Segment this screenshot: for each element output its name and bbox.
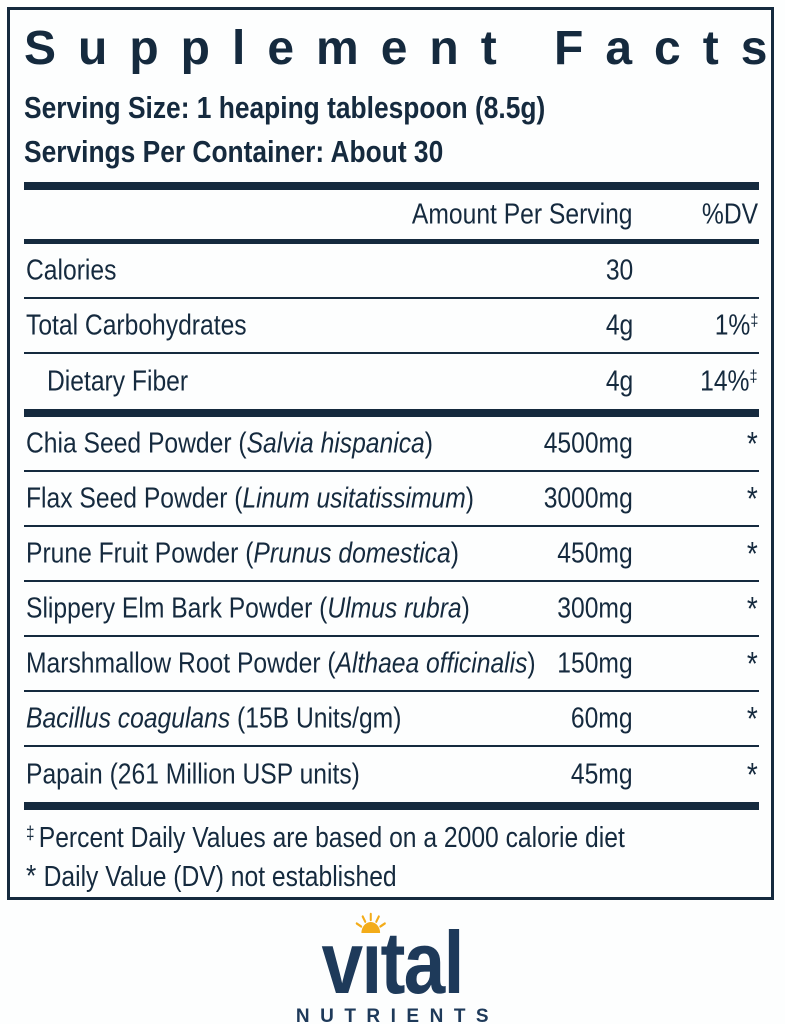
column-header-dv: %DV xyxy=(701,198,758,230)
table-row: Dietary Fiber 4g 14%‡ xyxy=(24,354,759,409)
row-dv: * xyxy=(747,424,758,462)
table-row: Total Carbohydrates 4g 1%‡ xyxy=(24,299,759,354)
supplement-facts-panel: Supplement Facts Serving Size: 1 heaping… xyxy=(7,7,774,900)
column-header-row: Amount Per Serving %DV xyxy=(24,190,759,239)
row-dv: 14%‡ xyxy=(700,365,758,397)
row-name: Chia Seed Powder (Salvia hispanica) xyxy=(26,427,433,459)
nutrition-section: Calories 30 Total Carbohydrates 4g 1%‡ Dietar… xyxy=(24,244,759,409)
row-name: Papain (261 Million USP units) xyxy=(26,758,360,790)
divider-bar xyxy=(24,802,759,810)
row-dv: * xyxy=(747,699,758,737)
row-amount: 30 xyxy=(605,254,633,286)
table-row: Marshmallow Root Powder (Althaea officin… xyxy=(24,637,759,692)
serving-size-line: Serving Size: 1 heaping tablespoon (8.5g… xyxy=(24,90,546,125)
row-dv: * xyxy=(747,534,758,572)
servings-per-container-line: Servings Per Container: About 30 xyxy=(24,134,444,169)
row-amount: 3000mg xyxy=(543,482,633,514)
table-row: Flax Seed Powder (Linum usitatissimum) 30… xyxy=(24,472,759,527)
row-amount: 45mg xyxy=(571,758,633,790)
row-amount: 4g xyxy=(605,365,633,397)
vital-nutrients-logo: vı tal NUTRIENTS xyxy=(0,912,785,1024)
logo-wordmark: vı tal xyxy=(322,912,465,1007)
row-name: Dietary Fiber xyxy=(47,365,189,397)
row-dv: 1%‡ xyxy=(714,309,758,341)
table-row: Chia Seed Powder (Salvia hispanica) 4500m… xyxy=(24,417,759,472)
ingredients-section: Chia Seed Powder (Salvia hispanica) 4500m… xyxy=(24,417,759,802)
row-amount: 300mg xyxy=(557,592,633,624)
row-name: Prune Fruit Powder (Prunus domestica) xyxy=(26,537,459,569)
table-row: Bacillus coagulans (15B Units/gm) 60mg * xyxy=(24,692,759,747)
row-dv: * xyxy=(747,589,758,627)
table-row: Slippery Elm Bark Powder (Ulmus rubra) 30… xyxy=(24,582,759,637)
footnote-item: ‡ Percent Daily Values are based on a 20… xyxy=(26,822,625,854)
logo-subtext: NUTRIENTS xyxy=(295,1006,500,1024)
row-dv: * xyxy=(747,479,758,517)
row-name: Flax Seed Powder (Linum usitatissimum) xyxy=(26,482,474,514)
divider-bar xyxy=(24,409,759,417)
row-amount: 150mg xyxy=(557,647,633,679)
column-header-amount: Amount Per Serving xyxy=(412,198,633,230)
footnote-item: * Daily Value (DV) not established xyxy=(26,858,397,893)
header-underline xyxy=(24,239,759,244)
footnotes: ‡ Percent Daily Values are based on a 20… xyxy=(24,810,759,896)
row-dv: * xyxy=(747,644,758,682)
table-row: Papain (261 Million USP units) 45mg * xyxy=(24,747,759,802)
row-name: Bacillus coagulans (15B Units/gm) xyxy=(26,702,402,734)
row-dv: * xyxy=(747,755,758,793)
row-amount: 450mg xyxy=(557,537,633,569)
row-amount: 60mg xyxy=(571,702,633,734)
divider-bar xyxy=(24,182,759,190)
row-amount: 4500mg xyxy=(543,427,633,459)
row-amount: 4g xyxy=(605,309,633,341)
panel-title: Supplement Facts xyxy=(24,22,785,75)
table-row: Calories 30 xyxy=(24,244,759,299)
row-name: Calories xyxy=(26,254,117,286)
row-name: Slippery Elm Bark Powder (Ulmus rubra) xyxy=(26,592,470,624)
sun-icon xyxy=(356,912,387,933)
row-name: Marshmallow Root Powder (Althaea officin… xyxy=(26,647,536,679)
row-name: Total Carbohydrates xyxy=(26,309,247,341)
table-row: Prune Fruit Powder (Prunus domestica) 450… xyxy=(24,527,759,582)
